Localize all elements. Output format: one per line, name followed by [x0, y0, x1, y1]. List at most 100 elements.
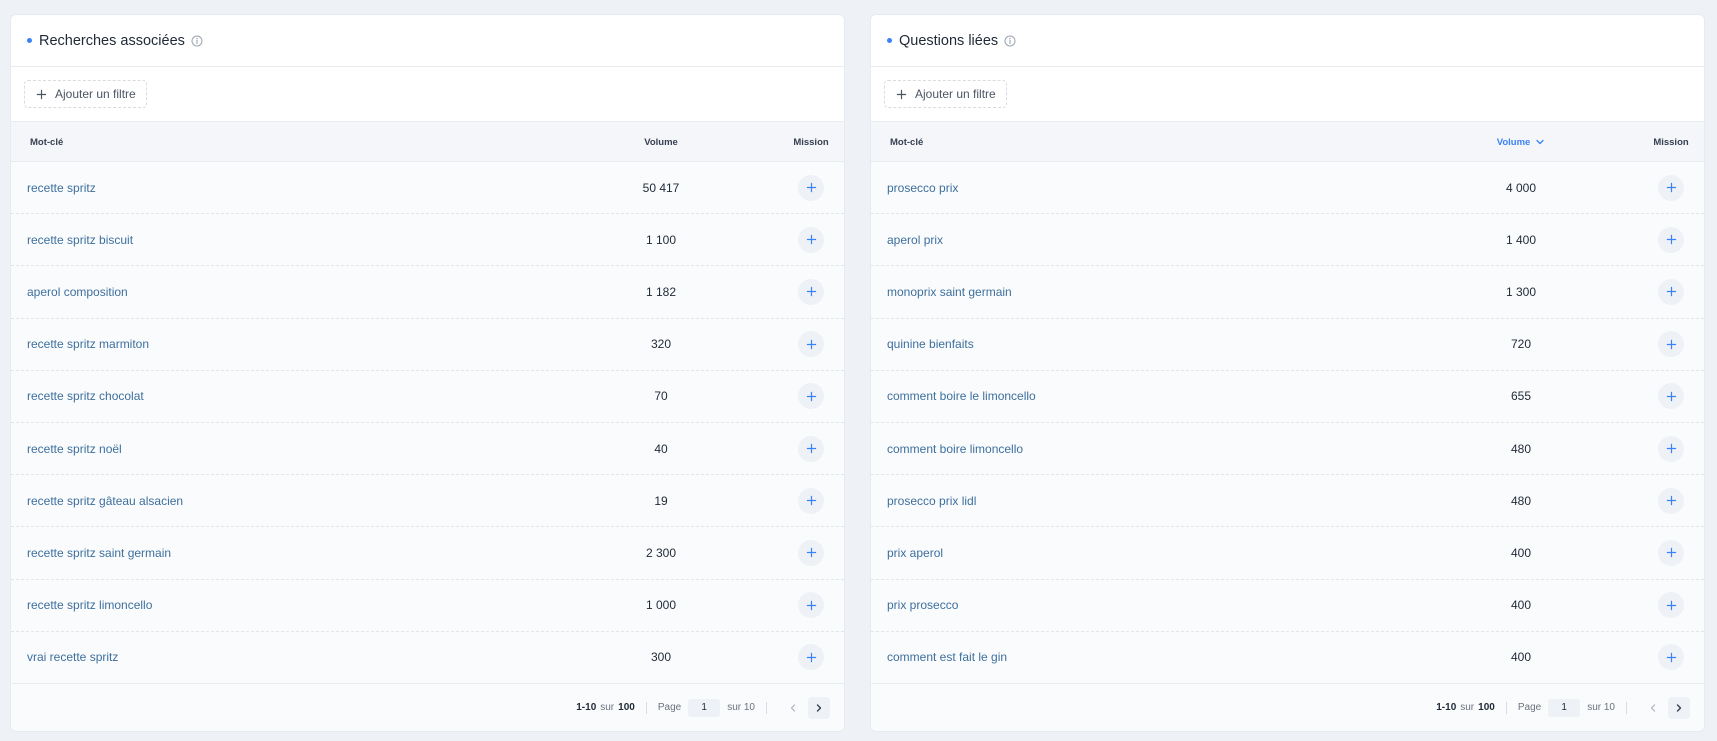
- previous-page-button[interactable]: [1642, 697, 1664, 719]
- keyword-link[interactable]: prosecco prix: [887, 180, 959, 195]
- keyword-link[interactable]: prix aperol: [887, 545, 944, 560]
- table-row: quinine bienfaits 720: [871, 319, 1704, 371]
- add-to-mission-button[interactable]: [798, 592, 824, 619]
- keyword-link[interactable]: recette spritz biscuit: [27, 232, 134, 247]
- mission-cell: [791, 632, 831, 683]
- table-row: recette spritz chocolat 70: [11, 371, 844, 423]
- add-to-mission-button[interactable]: [1658, 226, 1684, 253]
- add-to-mission-button[interactable]: [798, 644, 824, 671]
- volume-value: 40: [654, 441, 668, 456]
- add-filter-button[interactable]: Ajouter un filtre: [24, 80, 147, 108]
- add-to-mission-button[interactable]: [798, 226, 824, 253]
- keyword-link[interactable]: recette spritz saint germain: [27, 545, 172, 560]
- column-header-keyword[interactable]: Mot-clé: [30, 136, 64, 148]
- volume-value: 4 000: [1505, 180, 1537, 195]
- keyword-link[interactable]: quinine bienfaits: [887, 337, 974, 352]
- table-row: comment boire le limoncello 655: [871, 371, 1704, 423]
- keyword-link[interactable]: recette spritz gâteau alsacien: [27, 493, 184, 508]
- mission-cell: [791, 162, 831, 213]
- keyword-link[interactable]: recette spritz limoncello: [27, 598, 153, 613]
- info-icon[interactable]: [191, 35, 203, 47]
- plus-icon: [1666, 600, 1677, 611]
- chevron-right-icon: [1674, 703, 1684, 713]
- add-to-mission-button[interactable]: [1658, 278, 1684, 305]
- add-to-mission-button[interactable]: [1658, 383, 1684, 410]
- keyword-link[interactable]: recette spritz noël: [27, 441, 122, 456]
- column-header-volume[interactable]: Volume: [611, 122, 711, 162]
- table-row: recette spritz noël 40: [11, 423, 844, 476]
- add-filter-button[interactable]: Ajouter un filtre: [884, 80, 1007, 108]
- keyword-link[interactable]: comment boire le limoncello: [887, 389, 1036, 404]
- info-icon[interactable]: [1004, 35, 1016, 47]
- keyword-link[interactable]: aperol prix: [887, 232, 944, 247]
- keyword-link[interactable]: prosecco prix lidl: [887, 493, 977, 508]
- add-to-mission-button[interactable]: [1658, 592, 1684, 619]
- plus-icon: [1666, 443, 1677, 454]
- table-row: comment boire limoncello 480: [871, 423, 1704, 476]
- table-row: aperol prix 1 400: [871, 214, 1704, 267]
- keyword-link[interactable]: aperol composition: [27, 284, 128, 299]
- keyword-link[interactable]: vrai recette spritz: [27, 650, 119, 665]
- keyword-link[interactable]: recette spritz chocolat: [27, 389, 144, 404]
- add-to-mission-button[interactable]: [798, 487, 824, 514]
- table-row: prosecco prix lidl 480: [871, 475, 1704, 528]
- column-header-keyword[interactable]: Mot-clé: [890, 136, 924, 148]
- previous-page-button[interactable]: [782, 697, 804, 719]
- keyword-link[interactable]: recette spritz: [27, 180, 96, 195]
- mission-cell: [1651, 266, 1691, 317]
- plus-icon: [806, 234, 817, 245]
- mission-cell: [1651, 423, 1691, 474]
- next-page-button[interactable]: [808, 696, 830, 719]
- keyword-link[interactable]: comment boire limoncello: [887, 441, 1024, 456]
- keyword-link[interactable]: comment est fait le gin: [887, 650, 1008, 665]
- chevron-right-icon: [814, 703, 824, 713]
- add-to-mission-button[interactable]: [798, 435, 824, 462]
- column-header-volume[interactable]: Volume: [1471, 122, 1571, 162]
- divider: [766, 701, 767, 714]
- plus-icon: [806, 339, 817, 350]
- add-to-mission-button[interactable]: [1658, 539, 1684, 566]
- keyword-link[interactable]: prix prosecco: [887, 598, 959, 613]
- volume-value: 480: [1510, 493, 1532, 508]
- mission-cell: [1651, 319, 1691, 370]
- mission-cell: [791, 527, 831, 578]
- mission-cell: [791, 475, 831, 526]
- add-to-mission-button[interactable]: [798, 278, 824, 305]
- add-to-mission-button[interactable]: [798, 539, 824, 566]
- divider: [645, 701, 647, 714]
- page-number-input[interactable]: [1548, 698, 1581, 717]
- add-to-mission-button[interactable]: [1658, 487, 1684, 514]
- filter-bar: Ajouter un filtre: [871, 67, 1704, 122]
- keyword-link[interactable]: recette spritz marmiton: [27, 337, 150, 352]
- mission-cell: [791, 580, 831, 631]
- pagination: 1-10 sur 100 Page sur 10: [11, 683, 844, 731]
- plus-icon: [806, 652, 817, 663]
- volume-value: 1 300: [1505, 284, 1537, 299]
- keyword-link[interactable]: monoprix saint germain: [887, 284, 1012, 299]
- add-to-mission-button[interactable]: [798, 383, 824, 410]
- column-header-volume-label: Volume: [1496, 136, 1531, 148]
- plus-icon: [1666, 182, 1677, 193]
- table-row: recette spritz marmiton 320: [11, 319, 844, 371]
- add-to-mission-button[interactable]: [798, 331, 824, 358]
- plus-icon: [1666, 391, 1677, 402]
- plus-icon: [806, 495, 817, 506]
- volume-value: 400: [1510, 598, 1532, 613]
- add-to-mission-button[interactable]: [1658, 174, 1684, 201]
- add-to-mission-button[interactable]: [798, 174, 824, 201]
- add-to-mission-button[interactable]: [1658, 435, 1684, 462]
- column-header-mission: Mission: [793, 136, 829, 148]
- table-header: Mot-clé Volume Mission: [11, 122, 844, 162]
- volume-value: 70: [654, 389, 668, 404]
- next-page-button[interactable]: [1668, 696, 1690, 719]
- panel-title: Questions liées: [899, 32, 999, 49]
- plus-icon: [806, 391, 817, 402]
- chevron-left-icon: [788, 703, 798, 713]
- pagination-total: 100: [618, 702, 635, 713]
- total-pages-label: sur 10: [727, 702, 755, 713]
- page-number-input[interactable]: [688, 698, 721, 717]
- add-to-mission-button[interactable]: [1658, 331, 1684, 358]
- plus-icon: [1666, 234, 1677, 245]
- plus-icon: [896, 89, 907, 100]
- add-to-mission-button[interactable]: [1658, 644, 1684, 671]
